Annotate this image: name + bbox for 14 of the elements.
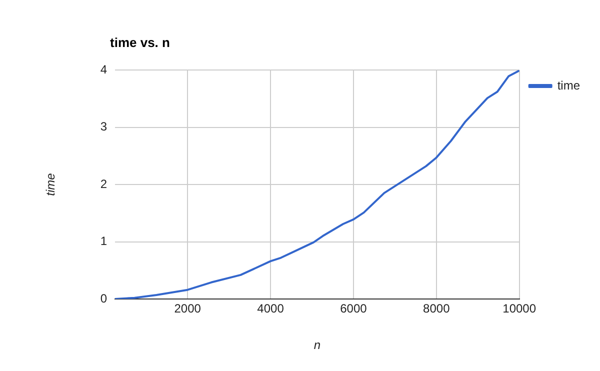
x-tick-label: 6000 — [340, 302, 368, 316]
y-tick-label: 1 — [100, 234, 108, 248]
x-tick-label: 8000 — [423, 302, 450, 316]
y-tick-label: 3 — [100, 120, 108, 134]
x-tick-label: 2000 — [174, 302, 202, 316]
x-axis-title: n — [314, 338, 321, 352]
y-tick-label: 4 — [100, 62, 108, 76]
y-tick-label: 2 — [100, 176, 108, 191]
chart-title: time vs. n — [110, 35, 170, 50]
y-axis-title: time — [44, 172, 58, 196]
y-tick-label: 0 — [100, 291, 108, 306]
x-tick-label: 4000 — [257, 302, 284, 316]
x-tick-label: 10000 — [502, 302, 536, 316]
legend-label: time — [557, 78, 580, 92]
